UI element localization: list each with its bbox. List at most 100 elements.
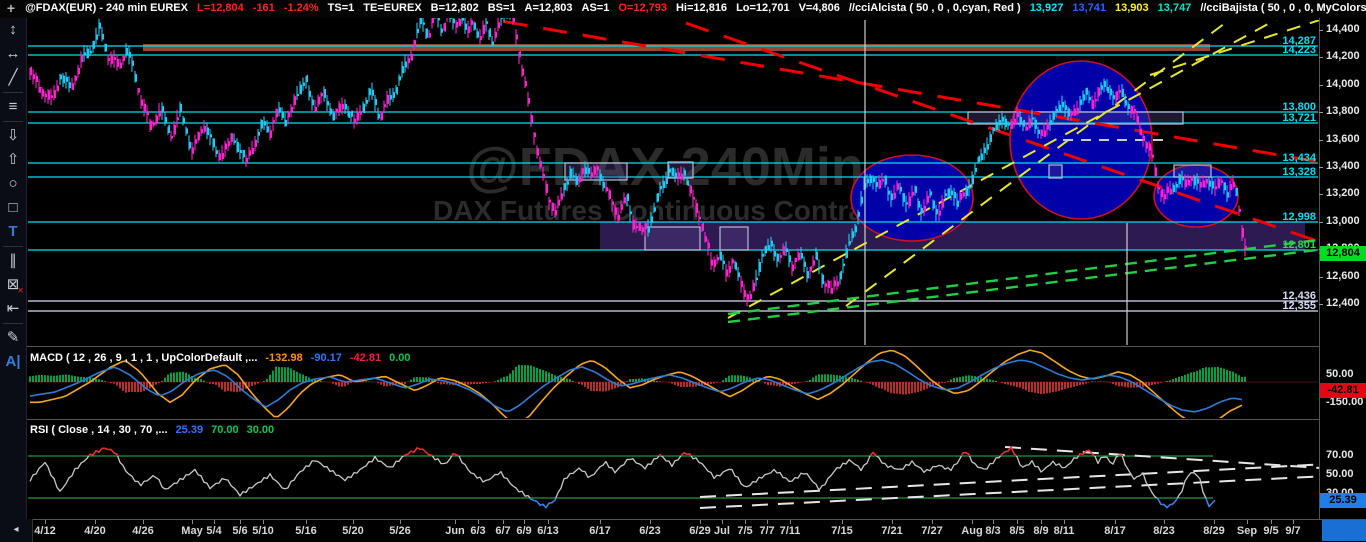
level-label: 12,355 [1282,300,1316,312]
arrow-up-tool-icon[interactable]: ⇧ [6,151,20,168]
title-segment: -1.24% [283,2,319,14]
symbol-status-line: @FDAX(EUR) - 240 min EUREX L=12,804 -161 -1… [25,2,1366,16]
title-segment: -161 [252,2,275,14]
price-tick-mark [1319,57,1323,58]
last-price-tag: 12,804 [1320,246,1366,261]
level-label: 13,434 [1282,152,1317,164]
rectangle-tool-icon[interactable]: □ [8,199,18,216]
price-axis[interactable]: 14,400 14,200 14,000 13,800 13,600 13,400 13,2… [1319,18,1366,519]
horizontal-scale-icon[interactable]: ↔ [5,45,21,62]
scroll-left-button[interactable]: ◂ [0,519,33,542]
time-tick-label: 6/9 [516,525,532,537]
rsi-value-tag: 25.39 [1320,493,1366,508]
time-tick-label: 5/26 [389,525,411,537]
time-tick-label: 7/11 [779,525,801,537]
rsi-indicator-label: RSI ( Close , 14 , 30 , 70 ,... 25.39 70.0… [30,424,282,436]
marker-tool-icon[interactable]: ╱ [8,69,18,86]
time-tick-mark [842,520,843,524]
time-tick-mark [892,520,893,524]
macd-axis-label: 50.00 [1326,368,1354,380]
menu-icon[interactable]: ≡ [8,98,18,115]
rsi-axis-label: 50.00 [1326,468,1354,480]
time-tick-mark [722,520,723,524]
title-segment: 13,903 [1115,2,1149,14]
time-tick-label: 9/7 [1285,525,1301,537]
time-tick-label: 6/23 [639,525,661,537]
level-label: 14,223 [1282,44,1316,56]
rsi-label-segment: RSI ( Close , 14 , 30 , 70 ,... [30,424,168,436]
macd-label-segment: 0.00 [389,352,411,364]
time-tick-mark [1115,520,1116,524]
vertical-scale-icon[interactable]: ↕ [9,21,17,38]
title-segment: 13,747 [1157,2,1192,14]
drawing-toolbar: ↕ ↔ ╱ ≡ ⇩ ⇧ ○ □ T ∥ ⊠ ✕ ⇤ ✎ A| [0,18,27,542]
text-cursor-tool-icon[interactable]: A| [5,353,21,370]
time-tick-mark [790,520,791,524]
crosshair-icon[interactable]: + [6,0,16,16]
level-label: 13,721 [1282,112,1316,124]
time-tick-label: 5/16 [295,525,317,537]
price-tick-label: 12,600 [1326,270,1360,282]
chart-shift-button[interactable] [1322,520,1366,541]
arrow-down-tool-icon[interactable]: ⇩ [6,127,20,144]
time-tick-mark [745,520,746,524]
time-tick-label: 5/20 [342,525,364,537]
time-tick-label: 9/5 [1263,525,1279,537]
time-tick-mark [524,520,525,524]
time-tick-label: 8/23 [1153,525,1175,537]
panel-separator-rsi [26,419,1366,420]
price-tick-label: 13,800 [1326,105,1360,117]
macd-value-tag-pointer [1315,386,1324,394]
time-axis[interactable]: 4/12 4/20 4/26 May 5/4 5/6 5/10 5/16 5/20 5/26 Jun… [0,519,1366,542]
title-bar: + @FDAX(EUR) - 240 min EUREX L=12,804 -161… [0,0,1366,18]
price-tick-mark [1319,112,1323,113]
time-tick-mark [306,520,307,524]
time-tick-label: 8/9 [1033,525,1049,537]
time-tick-mark [1293,520,1294,524]
time-tick-mark [240,520,241,524]
time-tick-mark [192,520,193,524]
time-tick-label: 6/29 [689,525,711,537]
price-tick-label: 13,000 [1326,215,1360,227]
title-segment: @FDAX(EUR) - 240 min EUREX [25,2,188,14]
time-tick-mark [1247,520,1248,524]
price-tick-label: 13,600 [1326,133,1360,145]
time-tick-label: 6/7 [495,525,511,537]
price-tick-mark [1319,167,1323,168]
time-tick-label: 4/20 [84,525,106,537]
time-tick-mark [993,520,994,524]
time-tick-label: 7/27 [921,525,943,537]
ellipse-tool-icon[interactable]: ○ [8,175,18,192]
time-tick-label: 4/12 [34,525,56,537]
rsi-label-segment: 30.00 [246,424,275,436]
time-tick-mark [95,520,96,524]
title-segment: A=12,803 [524,2,573,14]
time-tick-label: 4/26 [132,525,154,537]
title-segment: TS=1 [327,2,355,14]
time-tick-label: 5/10 [252,525,274,537]
time-tick-label: 8/17 [1104,525,1126,537]
price-tick-mark [1319,222,1323,223]
rsi-axis-label: 70.00 [1326,449,1354,461]
delete-drawing-icon[interactable]: ⊠ ✕ [6,276,24,295]
price-tick-mark [1319,304,1323,305]
time-tick-mark [600,520,601,524]
time-tick-mark [932,520,933,524]
time-tick-label: 7/21 [881,525,903,537]
time-tick-mark [45,520,46,524]
go-to-start-icon[interactable]: ⇤ [6,300,20,317]
time-tick-mark [503,520,504,524]
time-tick-label: Jul [714,525,730,537]
price-tick-label: 14,000 [1326,78,1360,90]
time-tick-mark [1164,520,1165,524]
price-tick-label: 13,200 [1326,187,1360,199]
text-tool-icon[interactable]: T [8,223,18,240]
macd-label-segment: -132.98 [265,352,303,364]
title-segment: //cciBajista ( 50 , 0 , 0, MyColors( "l.… [1200,2,1366,14]
annotation-pen-icon[interactable]: ✎ [6,329,20,346]
title-segment: TE=EUREX [363,2,422,14]
level-label: 12,436 [1282,290,1316,302]
parallel-lines-tool-icon[interactable]: ∥ [9,252,17,269]
